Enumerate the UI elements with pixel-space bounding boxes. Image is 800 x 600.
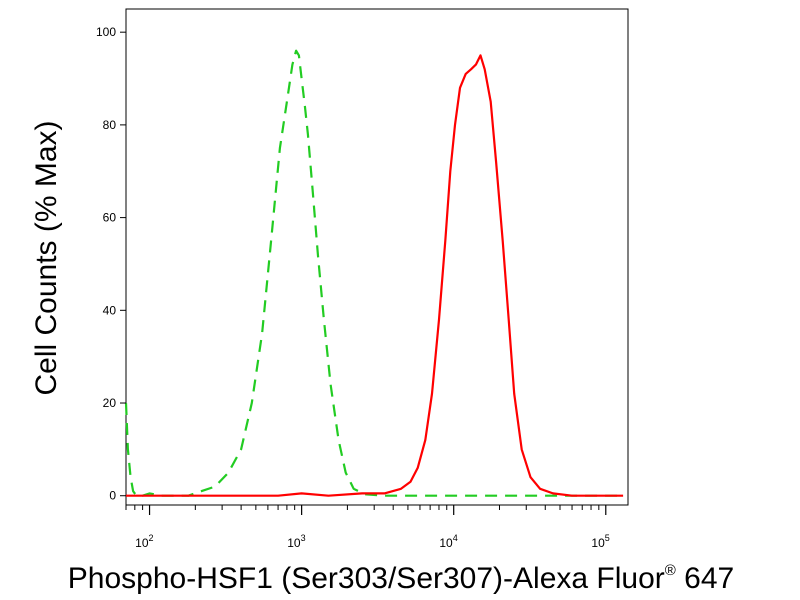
x-tick-label-exponent: 3 (301, 533, 306, 543)
x-tick-label-base: 10 (287, 536, 301, 550)
x-tick-label: 105 (591, 533, 609, 550)
y-tick-label: 0 (109, 489, 116, 503)
x-tick-label: 103 (287, 533, 305, 550)
x-tick-label-exponent: 2 (149, 533, 154, 543)
x-axis-label-tail: 647 (676, 562, 734, 595)
series-line-1 (124, 49, 624, 497)
y-tick-label: 40 (103, 303, 117, 317)
x-axis-ticks (148, 505, 607, 515)
x-tick-label: 102 (135, 533, 153, 550)
x-axis-label-registered: ® (665, 562, 676, 579)
y-axis-label: Cell Counts (% Max) (30, 120, 63, 395)
x-axis-tick-labels: 102 103 104 105 (135, 533, 610, 550)
y-axis-ticks (120, 31, 126, 497)
x-tick-label-base: 10 (135, 536, 149, 550)
x-axis-label: Phospho-HSF1 (Ser303/Ser307)-Alexa Fluor… (68, 562, 734, 595)
series-layer (124, 49, 624, 497)
x-tick-label-base: 10 (439, 536, 453, 550)
y-tick-label: 100 (96, 25, 116, 39)
y-tick-label: 20 (103, 396, 117, 410)
y-tick-label: 80 (103, 118, 117, 132)
y-tick-label: 60 (103, 211, 117, 225)
x-tick-label-exponent: 4 (453, 533, 458, 543)
y-axis-tick-labels: 0 20 40 60 80 100 (96, 25, 116, 503)
x-tick-label-exponent: 5 (605, 533, 610, 543)
series-line-2 (126, 54, 624, 497)
x-tick-label-base: 10 (591, 536, 605, 550)
x-axis-label-text: Phospho-HSF1 (Ser303/Ser307)-Alexa Fluor (68, 562, 665, 595)
x-tick-label: 104 (439, 533, 457, 550)
x-axis-minor-ticks (125, 505, 600, 510)
plot-frame (125, 8, 629, 506)
